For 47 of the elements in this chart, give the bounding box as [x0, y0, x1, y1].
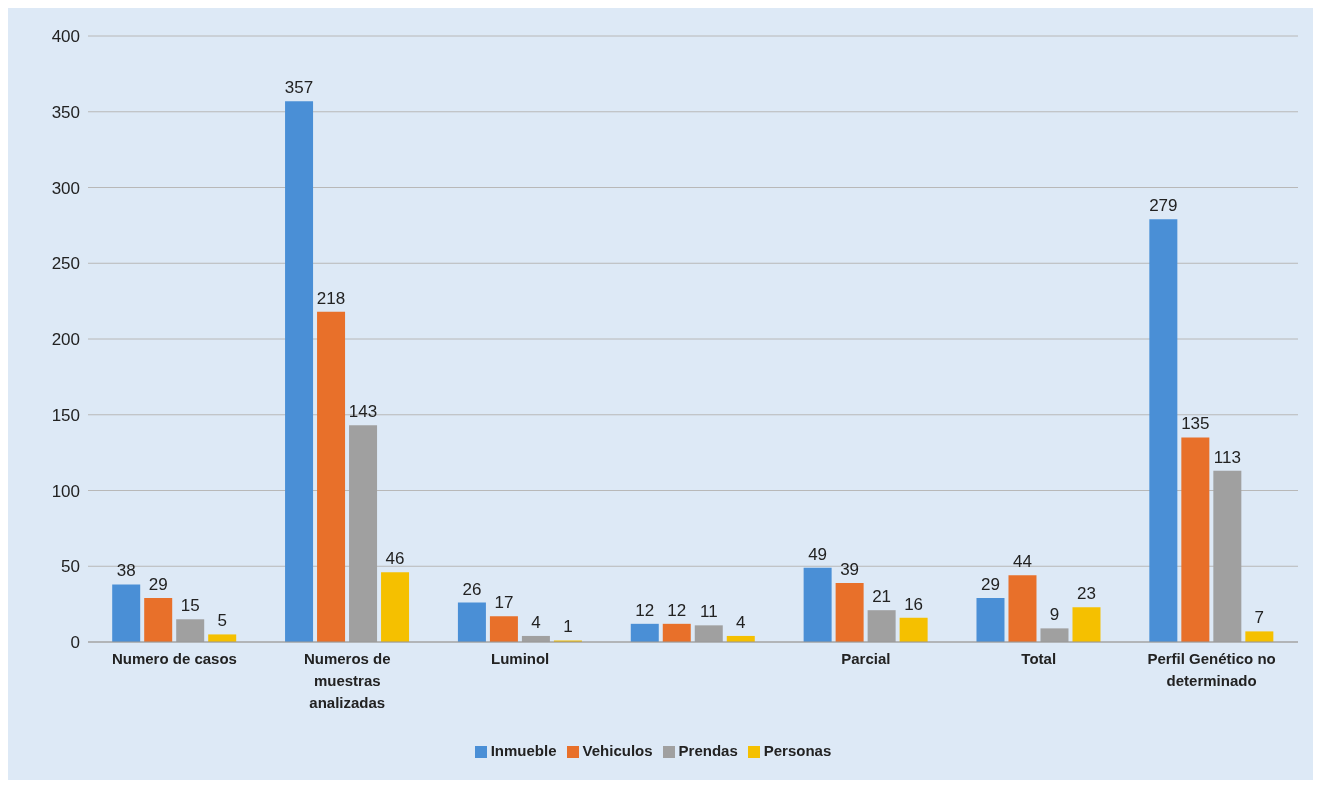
data-label: 218 — [316, 288, 346, 308]
legend-label: Personas — [763, 742, 832, 759]
legend-label: Inmueble — [490, 742, 557, 759]
data-label: 39 — [840, 559, 860, 579]
y-tick-label: 350 — [51, 102, 80, 122]
data-label: 12 — [667, 600, 687, 620]
data-label: 46 — [385, 549, 405, 569]
legend-label: Prendas — [678, 742, 738, 759]
data-label: 49 — [808, 544, 828, 564]
data-label: 12 — [635, 600, 655, 620]
y-tick-label: 400 — [51, 27, 80, 47]
x-tick-label: Parcial — [841, 650, 891, 667]
x-tick-label: Numero de casos — [111, 650, 237, 667]
data-label: 357 — [284, 78, 314, 98]
y-tick-label: 250 — [51, 254, 80, 274]
data-label: 17 — [494, 593, 514, 613]
x-tick-label: Perfil Genético no determinado — [1147, 650, 1276, 689]
data-label: 29 — [981, 575, 1000, 595]
data-label: 9 — [1049, 605, 1060, 625]
x-tick-label: Total — [1021, 650, 1057, 667]
data-label: 1 — [563, 617, 573, 637]
data-label: 29 — [148, 575, 168, 595]
data-label: 44 — [1013, 552, 1032, 572]
data-label: 7 — [1254, 608, 1265, 628]
data-label: 16 — [904, 594, 924, 614]
y-tick-label: 200 — [51, 330, 80, 350]
data-label: 26 — [462, 579, 482, 599]
y-tick-label: 300 — [51, 178, 80, 198]
data-label: 23 — [1077, 584, 1096, 604]
data-label: 15 — [180, 596, 200, 616]
data-label: 135 — [1181, 414, 1210, 434]
y-tick-label: 50 — [61, 557, 80, 577]
y-tick-label: 0 — [70, 633, 80, 653]
y-tick-label: 150 — [51, 405, 80, 425]
data-label: 143 — [348, 402, 378, 422]
data-label: 11 — [699, 602, 718, 622]
y-tick-label: 100 — [51, 481, 80, 501]
data-label: 4 — [531, 612, 541, 632]
data-label: 113 — [1213, 447, 1241, 467]
x-tick-label: Numeros de muestras analizadas — [303, 650, 391, 711]
data-label: 38 — [116, 561, 136, 581]
data-label: 21 — [872, 587, 892, 607]
legend-label: Vehiculos — [582, 742, 653, 759]
x-tick-label: Luminol — [490, 650, 550, 667]
data-label: 5 — [217, 611, 227, 631]
data-label: 4 — [736, 612, 746, 632]
data-label: 279 — [1149, 196, 1178, 216]
